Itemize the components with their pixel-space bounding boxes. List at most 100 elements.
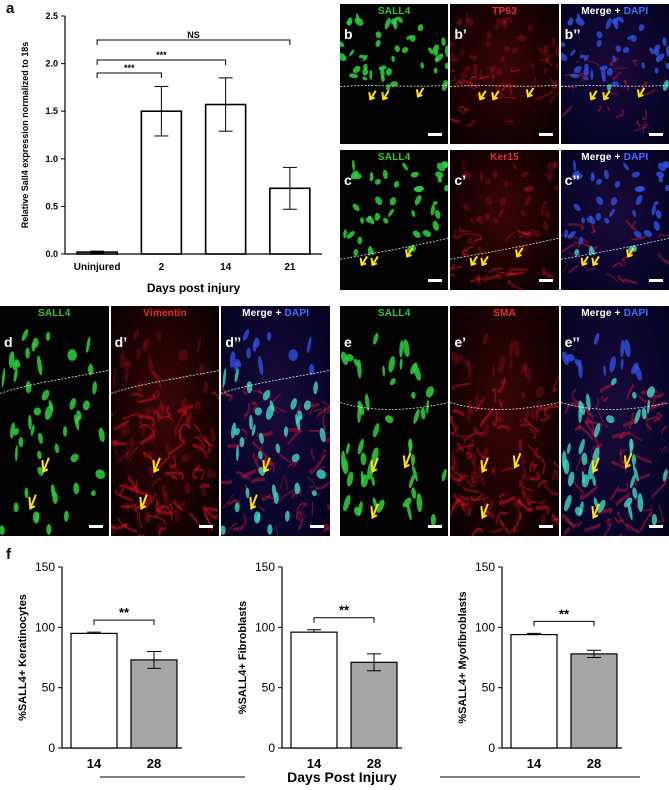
bar-day-14 [290,631,338,749]
micrograph-image [450,332,559,536]
x-tick-label: Uninjured [74,262,121,273]
micrograph-panel-bp: TP63 b’ [450,4,559,144]
x-axis-label: Days Post Injury [287,769,397,785]
bar-day-14 [510,633,558,749]
y-tick-label: 100 [255,620,275,634]
sub-panel-label: c’’ [564,172,580,188]
panel-label-f: f [6,546,11,563]
sub-panel-label: e’ [454,334,467,350]
micrograph-image [450,159,559,290]
significance-label: ** [119,605,130,620]
scale-bar [648,279,663,282]
y-tick-label: 100 [35,620,55,634]
y-axis-label: %SALL4+ Myofibroblasts [457,591,469,723]
micrograph-panel-c: SALL4 c [340,150,449,290]
panel-a-bar-chart: 0.0 0.5 1.0 1.5 2.0 2.5 Uninjured 2 14 21 Days pos… [20,11,322,294]
x-tick-label: 14 [527,756,542,771]
channel-label: Merge + DAPI [242,308,310,319]
x-tick-label: 21 [284,262,296,273]
y-axis-label: Relative Sall4 expression normalized to … [20,42,30,229]
channel-label: TP63 [492,6,517,17]
bar-2 [140,110,183,255]
significance-bracket [533,620,595,627]
micrograph-image [221,329,330,536]
significance-label: *** [124,63,135,73]
y-tick-label: 150 [35,560,55,574]
y-tick-label: 150 [255,560,275,574]
micrograph-image [0,329,109,536]
y-tick-label: 100 [475,620,495,634]
sub-panel-label: d’ [114,334,128,350]
y-tick-label: 1.0 [45,154,58,164]
channel-label: Vimentin [143,308,187,319]
micrograph-row-e: SALL4 e SMA e’ Merge + DAPI e’’ [340,306,669,536]
micrograph-row-d: SALL4 d Vimentin d’ Merge + DAPI d’’ [0,306,330,536]
y-tick-label: 0 [48,741,55,755]
micrograph-panel-cpp: Merge + DAPI c’’ [560,150,669,290]
micrograph-panel-bpp: Merge + DAPI b’’ [560,4,669,144]
significance-bracket [313,617,375,623]
sub-panel-label: b’’ [564,26,581,42]
micrograph-panel-cp: Ker15 c’ [450,150,559,290]
channel-label: SALL4 [377,308,411,319]
micrograph-image [340,159,449,290]
y-tick-label: 2.5 [45,11,58,21]
significance-bracket [96,72,162,78]
x-tick-label: 14 [307,756,322,771]
significance-bracket [96,39,291,45]
scale-bar [428,133,443,136]
channel-label: SALL4 [377,6,411,17]
significance-label: ** [559,606,570,621]
sub-panel-label: d [4,334,13,350]
y-tick-label: 2.0 [45,59,58,69]
scale-bar [538,133,553,136]
scale-bar [648,133,663,136]
micrograph-row-b: SALL4 b TP63 b’ Merge + DAPI b’’ [340,4,669,144]
y-tick-label: 0 [268,741,275,755]
bar-day-14 [70,632,118,749]
x-tick-label: 2 [159,262,165,273]
scale-bar [428,279,443,282]
sub-panel-label: b [344,26,353,42]
micrograph-image [560,13,669,134]
channel-label: Merge + DAPI [581,6,649,17]
micrograph-image [340,13,449,144]
x-tick-label: 28 [587,756,601,771]
y-tick-label: 50 [262,681,276,695]
channel-label: SALL4 [37,308,71,319]
significance-bracket [93,619,155,626]
channel-label: SALL4 [377,152,411,163]
micrograph-panel-d: SALL4 d [0,306,109,536]
y-tick-label: 0 [488,741,495,755]
x-tick-label: 14 [87,756,102,771]
significance-label: *** [156,50,167,60]
micrograph-panel-e: SALL4 e [340,306,449,536]
x-axis-label: Days post injury [147,281,241,294]
sub-panel-label: e [344,334,352,350]
significance-label: NS [187,30,200,40]
scale-bar [538,525,553,528]
micrograph-image [450,13,559,127]
sub-panel-label: e’’ [564,334,580,350]
y-axis-label: %SALL4+ Fibroblasts [237,601,249,714]
y-tick-label: 0.5 [45,201,58,211]
sub-panel-label: c’ [454,172,467,188]
scale-bar [199,525,214,528]
y-tick-label: 50 [42,681,56,695]
micrograph-image [561,332,669,536]
x-tick-label: 28 [367,756,381,771]
sub-panel-label: c [344,172,352,188]
significance-label: ** [339,603,350,618]
micrograph-image [560,159,669,285]
significance-bracket [96,59,227,65]
micrograph-panel-ep: SMA e’ [450,306,559,536]
channel-label: SMA [493,308,516,319]
channel-label: Merge + DAPI [581,308,649,319]
sub-panel-label: b’ [454,26,467,42]
y-tick-label: 50 [482,681,496,695]
micrograph-row-c: SALL4 c Ker15 c’ Merge + DAPI c’’ [340,150,669,290]
y-axis-label: %SALL4+ Keratinocytes [17,594,29,721]
micrograph-grid-bc: SALL4 b TP63 b’ Merge + DAPI b’’ SALL4 c Ker15 c’… [340,4,669,290]
scale-bar [648,525,663,528]
y-tick-label: 150 [475,560,495,574]
